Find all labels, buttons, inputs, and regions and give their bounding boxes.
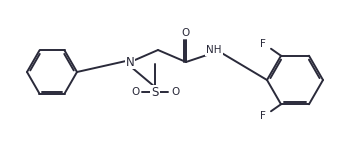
- Text: O: O: [182, 28, 190, 38]
- Text: NH: NH: [206, 45, 222, 55]
- Text: N: N: [126, 56, 134, 69]
- Text: S: S: [151, 85, 159, 99]
- Text: F: F: [260, 39, 266, 49]
- Text: O: O: [131, 87, 139, 97]
- Text: O: O: [171, 87, 179, 97]
- Text: F: F: [260, 111, 266, 121]
